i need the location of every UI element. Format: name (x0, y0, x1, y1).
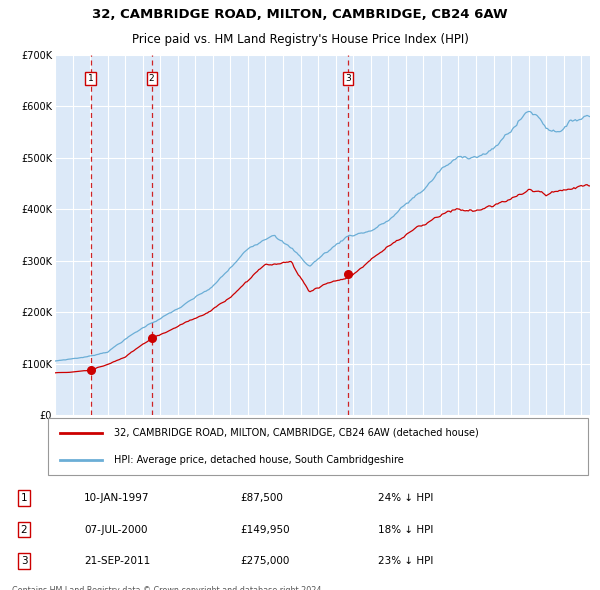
Text: £87,500: £87,500 (240, 493, 283, 503)
Text: 1: 1 (20, 493, 28, 503)
Text: 18% ↓ HPI: 18% ↓ HPI (378, 525, 433, 535)
Text: 3: 3 (20, 556, 28, 566)
Text: 2: 2 (20, 525, 28, 535)
Text: £275,000: £275,000 (240, 556, 289, 566)
Text: 07-JUL-2000: 07-JUL-2000 (84, 525, 148, 535)
Text: 32, CAMBRIDGE ROAD, MILTON, CAMBRIDGE, CB24 6AW: 32, CAMBRIDGE ROAD, MILTON, CAMBRIDGE, C… (92, 8, 508, 21)
Text: HPI: Average price, detached house, South Cambridgeshire: HPI: Average price, detached house, Sout… (114, 455, 404, 466)
Text: Price paid vs. HM Land Registry's House Price Index (HPI): Price paid vs. HM Land Registry's House … (131, 33, 469, 46)
Text: 2: 2 (149, 74, 154, 83)
Text: 21-SEP-2011: 21-SEP-2011 (84, 556, 150, 566)
FancyBboxPatch shape (48, 418, 588, 476)
Text: 3: 3 (346, 74, 351, 83)
Text: 32, CAMBRIDGE ROAD, MILTON, CAMBRIDGE, CB24 6AW (detached house): 32, CAMBRIDGE ROAD, MILTON, CAMBRIDGE, C… (114, 428, 479, 438)
Text: 10-JAN-1997: 10-JAN-1997 (84, 493, 149, 503)
Text: 23% ↓ HPI: 23% ↓ HPI (378, 556, 433, 566)
Text: Contains HM Land Registry data © Crown copyright and database right 2024.
This d: Contains HM Land Registry data © Crown c… (12, 585, 324, 590)
Text: £149,950: £149,950 (240, 525, 290, 535)
Text: 1: 1 (88, 74, 94, 83)
Text: 24% ↓ HPI: 24% ↓ HPI (378, 493, 433, 503)
